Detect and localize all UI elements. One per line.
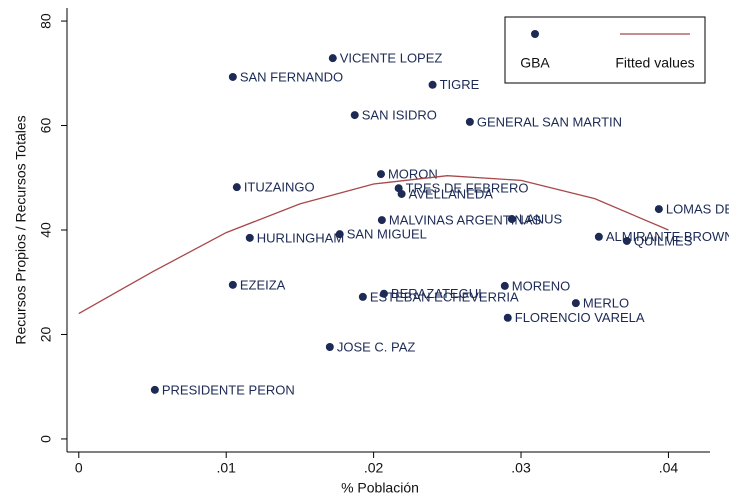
y-tick-label: 0 bbox=[38, 435, 54, 443]
x-axis-title: % Población bbox=[341, 480, 419, 496]
legend-label: Fitted values bbox=[615, 55, 694, 71]
point-label: BERAZATEGUI bbox=[391, 286, 482, 301]
point bbox=[428, 80, 437, 89]
point-label: LANUS bbox=[519, 211, 563, 226]
point bbox=[465, 117, 474, 126]
x-tick-label: .01 bbox=[216, 460, 236, 476]
point-label: MALVINAS ARGENTINAS bbox=[389, 213, 542, 228]
point bbox=[232, 183, 241, 192]
fitted-line bbox=[78, 175, 669, 315]
point bbox=[328, 54, 337, 63]
point bbox=[358, 292, 367, 301]
y-tick-label: 40 bbox=[38, 222, 54, 238]
point bbox=[350, 111, 359, 120]
point bbox=[228, 72, 237, 81]
point bbox=[622, 236, 631, 245]
point bbox=[397, 189, 406, 198]
point-label: EZEIZA bbox=[240, 277, 286, 292]
point bbox=[376, 170, 385, 179]
point bbox=[571, 299, 580, 308]
legend-marker bbox=[531, 30, 539, 38]
point-label: GENERAL SAN MARTIN bbox=[477, 114, 622, 129]
point bbox=[150, 385, 159, 394]
point bbox=[379, 289, 388, 298]
point-label: ITUZAINGO bbox=[244, 180, 315, 195]
point-label: TRES DE FEBRERO bbox=[406, 181, 529, 196]
legend-label: GBA bbox=[520, 55, 550, 71]
x-tick-label: 0 bbox=[75, 460, 83, 476]
y-tick-label: 20 bbox=[38, 326, 54, 342]
point-label: QUILMES bbox=[634, 233, 693, 248]
point bbox=[335, 230, 344, 239]
x-tick-label: .04 bbox=[659, 460, 679, 476]
x-tick-label: .02 bbox=[364, 460, 384, 476]
point-label: ALMIRANTE BROWN bbox=[606, 229, 729, 244]
x-tick-label: .03 bbox=[511, 460, 531, 476]
point bbox=[654, 205, 663, 214]
point-label: TIGRE bbox=[440, 77, 480, 92]
point-label: AVELLANEDA bbox=[409, 186, 494, 201]
point bbox=[507, 215, 516, 224]
point-label: HURLINGHAM bbox=[257, 230, 344, 245]
point-label: LOMAS DE ZAMORA bbox=[666, 202, 729, 217]
point-label: VICENTE LOPEZ bbox=[340, 51, 443, 66]
point bbox=[325, 343, 334, 352]
point-label: MORENO bbox=[512, 278, 570, 293]
point-label: MERLO bbox=[583, 296, 629, 311]
point-label: PRESIDENTE PERON bbox=[162, 382, 295, 397]
point-label: FLORENCIO VARELA bbox=[515, 310, 645, 325]
point bbox=[500, 281, 509, 290]
y-tick-label: 80 bbox=[38, 13, 54, 29]
point-label: SAN MIGUEL bbox=[347, 227, 427, 242]
point bbox=[245, 233, 254, 242]
y-tick-label: 60 bbox=[38, 118, 54, 134]
point-label: ESTEBAN ECHEVERRIA bbox=[370, 289, 519, 304]
point-label: SAN ISIDRO bbox=[362, 108, 437, 123]
legend-box bbox=[504, 16, 706, 84]
point-label: JOSE C. PAZ bbox=[337, 339, 416, 354]
point bbox=[377, 216, 386, 225]
point bbox=[228, 280, 237, 289]
y-axis-title: Recursos Propios / Recursos Totales bbox=[13, 115, 29, 344]
legend: GBA Fitted values bbox=[504, 16, 706, 84]
point bbox=[594, 232, 603, 241]
point bbox=[503, 313, 512, 322]
point-label: SAN FERNANDO bbox=[240, 69, 343, 84]
